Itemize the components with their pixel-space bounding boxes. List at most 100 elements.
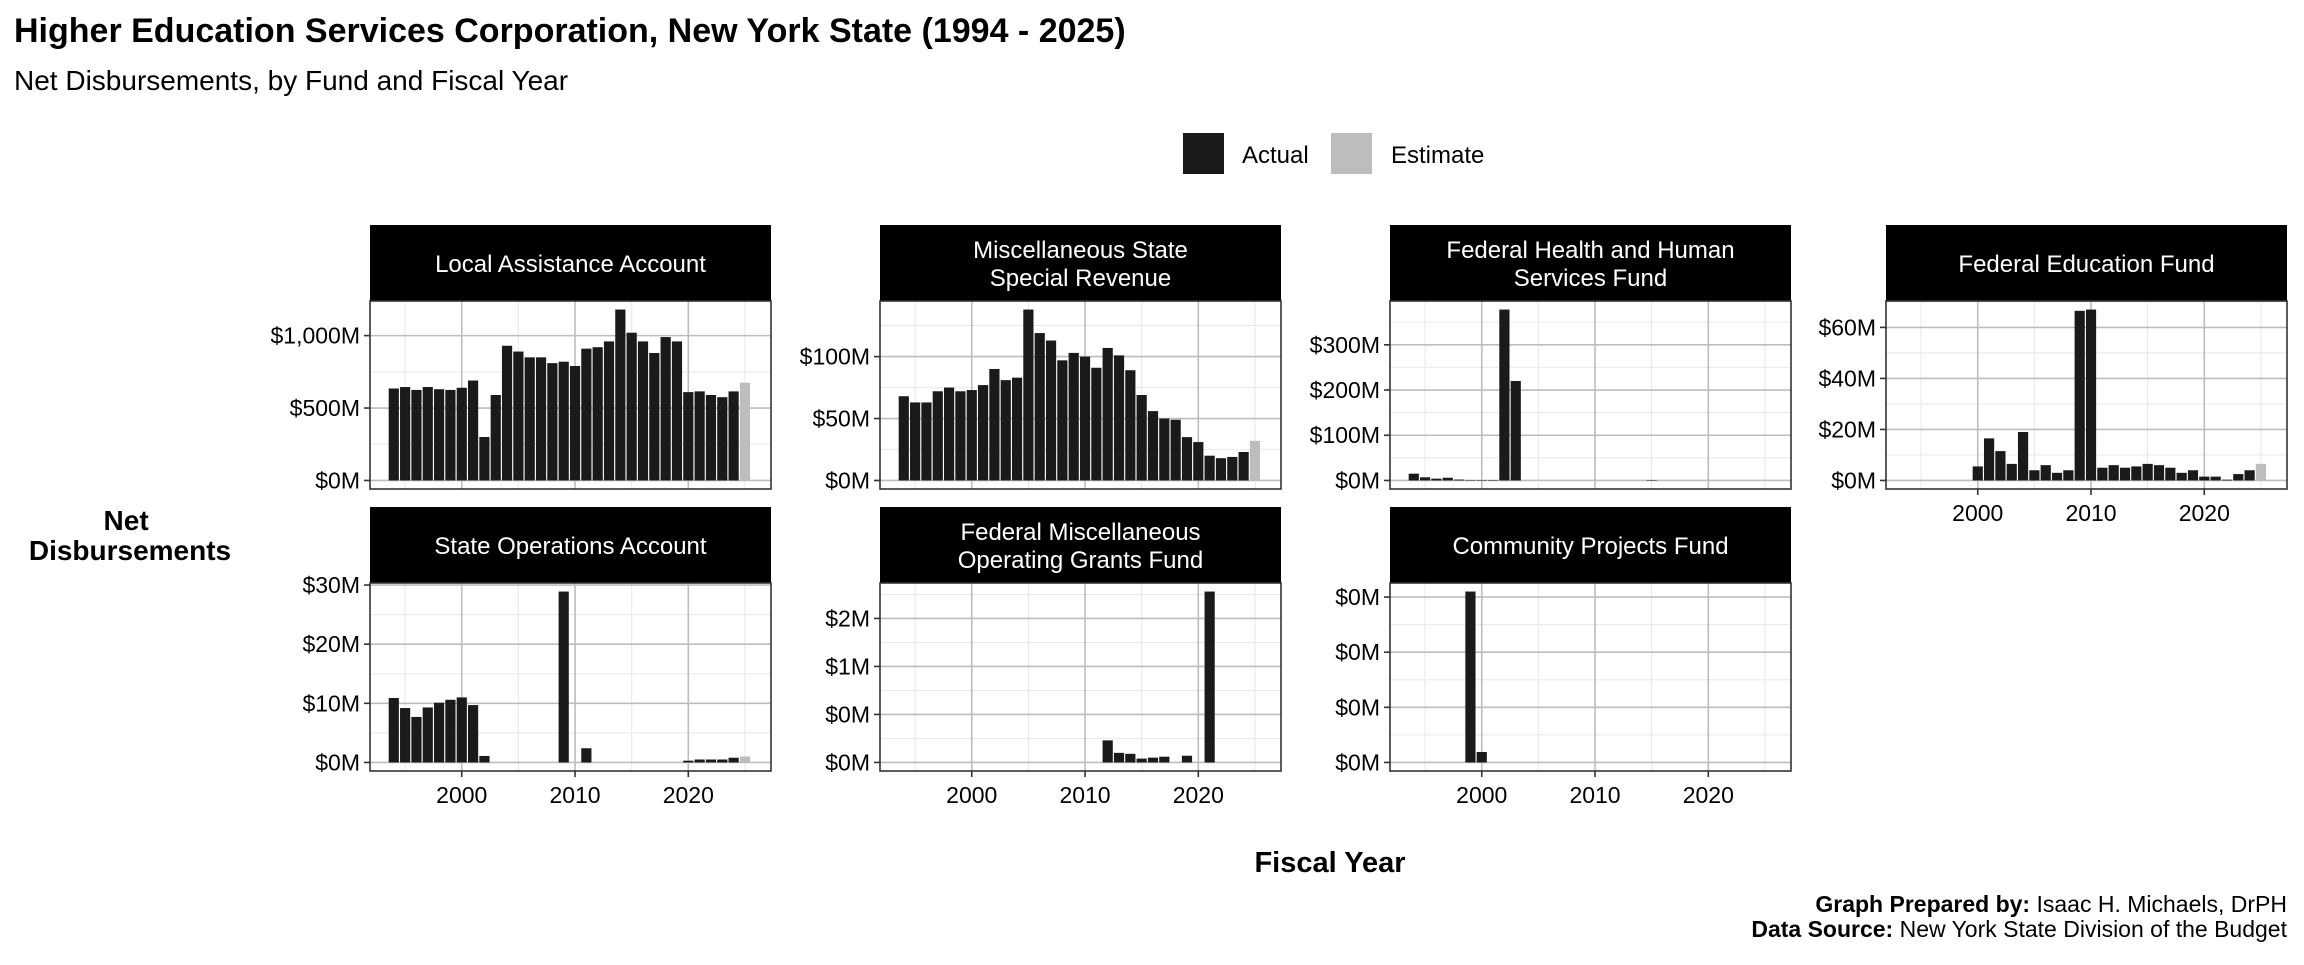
bar-actual bbox=[1114, 355, 1124, 480]
y-tick-label: $0M bbox=[1335, 639, 1380, 665]
bar-actual bbox=[695, 759, 705, 762]
bar-actual bbox=[411, 390, 421, 481]
bar-actual bbox=[2041, 465, 2051, 480]
bar-actual bbox=[389, 698, 399, 762]
bar-actual bbox=[729, 391, 739, 480]
bar-actual bbox=[1454, 480, 1464, 481]
facets: Local Assistance Account $0M $500M $1,000M M… bbox=[270, 225, 2287, 808]
panel-background bbox=[1390, 301, 1791, 489]
bar-actual bbox=[411, 717, 421, 763]
x-tick-label: 2010 bbox=[549, 782, 600, 808]
bar-actual bbox=[434, 389, 444, 480]
y-tick-label: $200M bbox=[1310, 377, 1380, 403]
y-tick-label: $2M bbox=[825, 605, 870, 631]
bar-actual bbox=[921, 402, 931, 480]
y-tick-label: $0M bbox=[315, 467, 360, 493]
bar-actual bbox=[955, 391, 965, 480]
bar-estimate bbox=[740, 383, 750, 481]
bar-actual bbox=[423, 707, 433, 762]
x-tick-label: 2010 bbox=[1059, 782, 1110, 808]
bar-actual bbox=[1182, 756, 1192, 763]
bar-actual bbox=[2222, 480, 2232, 481]
bar-actual bbox=[627, 333, 637, 481]
bar-actual bbox=[1137, 759, 1147, 763]
x-tick-label: 2010 bbox=[2065, 500, 2116, 526]
caption-line1: Graph Prepared by: Isaac H. Michaels, Dr… bbox=[1815, 891, 2287, 917]
bar-actual bbox=[2211, 477, 2221, 481]
y-tick-label: $0M bbox=[1335, 467, 1380, 493]
x-tick-label: 2020 bbox=[663, 782, 714, 808]
bar-actual bbox=[468, 705, 478, 762]
bar-actual bbox=[717, 759, 727, 762]
bar-actual bbox=[1125, 370, 1135, 480]
bar-actual bbox=[2143, 464, 2153, 481]
bar-actual bbox=[695, 391, 705, 480]
bar-actual bbox=[400, 708, 410, 762]
legend: Actual Estimate bbox=[1183, 133, 1484, 174]
y-tick-label: $1,000M bbox=[270, 323, 360, 349]
bar-actual bbox=[1148, 758, 1158, 763]
x-tick-label: 2020 bbox=[1683, 782, 1734, 808]
bar-actual bbox=[1216, 458, 1226, 480]
facet-panel: Local Assistance Account $0M $500M $1,000M bbox=[270, 225, 771, 493]
facet-strip-label: Local Assistance Account bbox=[435, 251, 706, 278]
panel-background bbox=[880, 583, 1281, 771]
facet-strip-label: Miscellaneous State bbox=[973, 237, 1188, 264]
bar-actual bbox=[2097, 468, 2107, 481]
facet-panel: Federal Education Fund$0M$20M$40M$60M200… bbox=[1818, 225, 2287, 526]
bar-actual bbox=[491, 395, 501, 480]
y-tick-label: $300M bbox=[1310, 332, 1380, 358]
bar-actual bbox=[2052, 473, 2062, 481]
bar-actual bbox=[445, 700, 455, 763]
facet-strip-label: Federal Miscellaneous bbox=[960, 519, 1200, 546]
x-axis-title: Fiscal Year bbox=[1254, 847, 1405, 879]
bar-actual bbox=[1995, 451, 2005, 480]
bar-actual bbox=[2086, 310, 2096, 481]
bar-actual bbox=[1477, 752, 1487, 762]
bar-actual bbox=[638, 341, 648, 480]
bar-actual bbox=[1159, 419, 1169, 481]
y-tick-label: $0M bbox=[1335, 694, 1380, 720]
y-tick-label: $60M bbox=[1818, 314, 1876, 340]
bar-actual bbox=[593, 347, 603, 480]
bar-actual bbox=[1035, 333, 1045, 480]
bar-estimate bbox=[1250, 441, 1260, 481]
y-tick-label: $0M bbox=[1335, 749, 1380, 775]
bar-actual bbox=[434, 703, 444, 763]
y-tick-label: $0M bbox=[1335, 584, 1380, 610]
bar-actual bbox=[457, 697, 467, 762]
bar-actual bbox=[547, 363, 557, 480]
bar-actual bbox=[649, 353, 659, 480]
caption-source-label: Data Source: bbox=[1751, 916, 1893, 942]
bar-actual bbox=[978, 385, 988, 480]
bar-actual bbox=[445, 390, 455, 481]
y-tick-label: $500M bbox=[290, 395, 360, 421]
facet-strip-label: Federal Health and Human bbox=[1446, 237, 1734, 264]
bar-actual bbox=[989, 369, 999, 480]
facet-strip-label: Services Fund bbox=[1514, 265, 1667, 292]
bar-actual bbox=[2075, 311, 2085, 481]
bar-actual bbox=[1114, 753, 1124, 763]
bar-actual bbox=[717, 397, 727, 480]
bar-actual bbox=[1080, 357, 1090, 481]
bar-actual bbox=[513, 352, 523, 481]
bar-actual bbox=[1443, 478, 1453, 481]
bar-actual bbox=[559, 592, 569, 763]
bar-actual bbox=[683, 392, 693, 480]
y-tick-label: $100M bbox=[1310, 422, 1380, 448]
legend-label-actual: Actual bbox=[1242, 142, 1309, 169]
caption-prepared-label: Graph Prepared by: bbox=[1815, 891, 2030, 917]
bar-actual bbox=[1159, 757, 1169, 763]
bar-actual bbox=[2154, 465, 2164, 480]
y-tick-label: $50M bbox=[812, 406, 870, 432]
bar-actual bbox=[1205, 456, 1215, 481]
bar-actual bbox=[683, 761, 693, 763]
y-axis-title-line2: Disbursements bbox=[29, 535, 231, 566]
y-tick-label: $0M bbox=[825, 749, 870, 775]
bar-actual bbox=[479, 437, 489, 480]
bar-actual bbox=[423, 387, 433, 480]
y-tick-label: $0M bbox=[825, 701, 870, 727]
